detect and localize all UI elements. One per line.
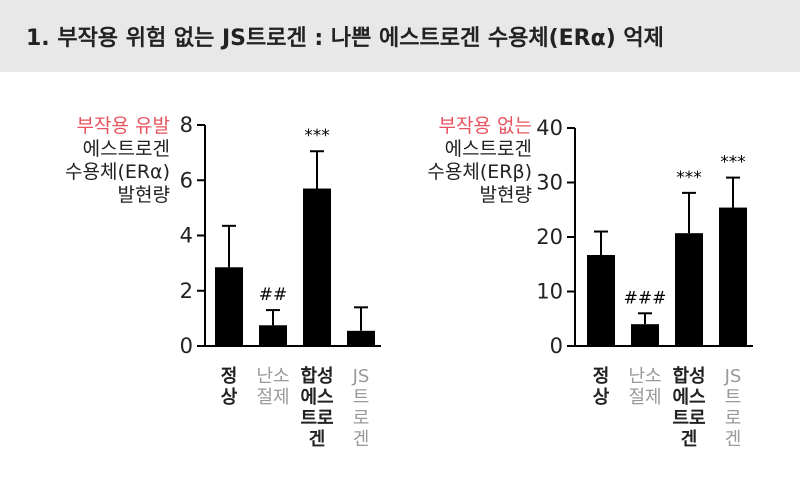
chart1-category-label: 절제	[256, 387, 289, 408]
page-title: 1. 부작용 위험 없는 JS트로겐 : 나쁜 에스트로겐 수용체(ERα) 억…	[26, 26, 664, 51]
chart1-y-tick-label: 6	[180, 168, 193, 192]
chart2-ylabel-line: 에스트로겐	[444, 138, 532, 160]
chart1-ylabel-line: 에스트로겐	[82, 138, 170, 160]
chart2-category-label: 절제	[628, 387, 661, 408]
chart1-bar	[347, 330, 375, 346]
chart2-significance-mark: ***	[676, 168, 702, 188]
chart1-category-label: 겐	[353, 429, 370, 450]
chart2-y-tick-label: 40	[536, 116, 563, 140]
chart2-bar	[675, 233, 703, 346]
chart2-y-tick-label: 0	[550, 334, 563, 358]
chart2-bar	[587, 254, 615, 346]
chart2-y-tick-label: 10	[536, 280, 563, 304]
chart2-category-label: 합성	[672, 365, 705, 387]
chart1-y-tick-label: 2	[180, 279, 193, 303]
chart2-y-tick-label: 30	[536, 171, 563, 195]
chart1-ylabel-line: 수용체(ERα)	[65, 161, 170, 183]
chart2-ylabel-highlight: 부작용 없는	[438, 115, 532, 137]
chart2-bar	[719, 207, 747, 346]
chart2-ylabel-line: 발현량	[479, 184, 532, 206]
chart1-category-label: JS	[352, 366, 370, 387]
chart1-bar	[215, 267, 243, 346]
chart1-bar	[259, 325, 287, 346]
chart1-y-tick-label: 8	[180, 113, 193, 137]
chart1-category-label: 로	[353, 408, 370, 429]
chart2-ylabel: 부작용 없는 에스트로겐 수용체(ERβ) 발현량	[427, 115, 532, 207]
chart1-category-label: 정	[221, 366, 238, 387]
chart1-bar	[303, 188, 331, 346]
chart1-ylabel-line: 발현량	[117, 184, 170, 206]
chart2-category-label: 트로	[672, 408, 705, 429]
chart1-category-label: 합성	[300, 365, 333, 387]
chart1-category-label: 트로	[300, 408, 333, 429]
chart2-y-tick-label: 20	[536, 225, 563, 249]
chart2-category-label: 난소	[628, 366, 661, 387]
chart2-category-label: 정	[593, 366, 610, 387]
chart1-y-tick-label: 0	[180, 334, 193, 358]
chart2-significance-mark: ***	[720, 153, 746, 173]
chart2-ylabel-line: 수용체(ERβ)	[427, 161, 532, 183]
chart2-significance-mark: ###	[624, 288, 667, 308]
chart1-category-label: 에스	[300, 387, 333, 408]
chart1-y-tick-label: 4	[180, 224, 193, 248]
chart2-bar	[631, 324, 659, 346]
chart2-category-label: 로	[725, 408, 742, 429]
chart2-category-label: 겐	[681, 429, 698, 450]
chart1-ylabel: 부작용 유발 에스트로겐 수용체(ERα) 발현량	[65, 115, 170, 207]
chart1-category-label: 난소	[256, 366, 289, 387]
chart1-category-label: 겐	[309, 429, 326, 450]
chart2-category-label: JS	[724, 366, 742, 387]
chart1-significance-mark: ***	[304, 126, 330, 146]
chart1-category-label: 상	[221, 387, 238, 408]
chart2-category-label: 에스	[672, 387, 705, 408]
chart2-category-label: 겐	[725, 429, 742, 450]
chart1-category-label: 트	[353, 387, 370, 408]
title-banner: 1. 부작용 위험 없는 JS트로겐 : 나쁜 에스트로겐 수용체(ERα) 억…	[0, 0, 800, 72]
chart1-ylabel-highlight: 부작용 유발	[76, 115, 170, 137]
chart2-category-label: 트	[725, 387, 742, 408]
chart2-category-label: 상	[593, 387, 610, 408]
chart1-significance-mark: ##	[259, 285, 288, 305]
